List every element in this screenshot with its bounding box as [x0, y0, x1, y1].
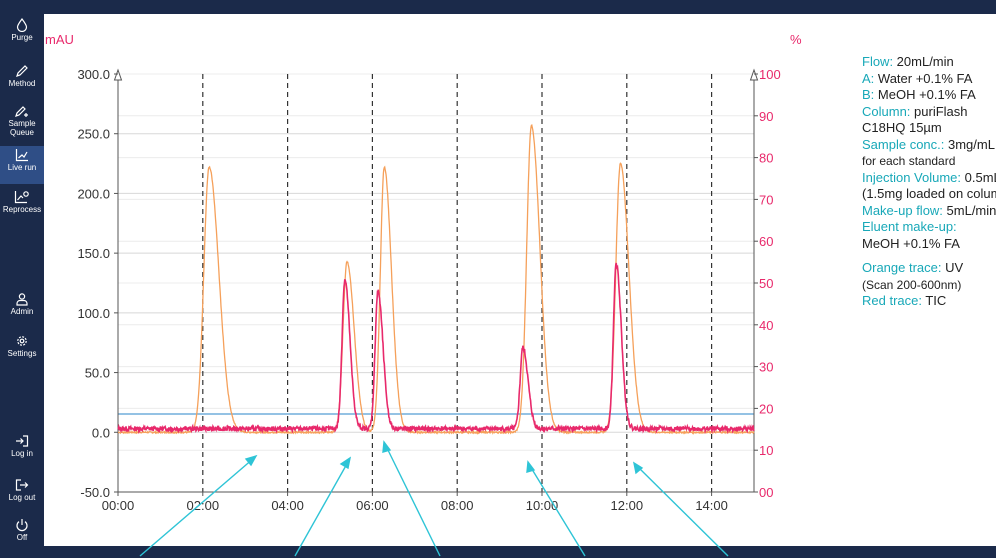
y-left-tick-label: 0.0	[92, 425, 110, 440]
y-right-tick-label: 80	[759, 151, 773, 166]
sample-value: 3mg/mL	[944, 136, 995, 152]
method-info: Flow: 20mL/min A: Water +0.1% FA B: MeOH…	[862, 54, 996, 310]
eluent-b-key: B:	[862, 87, 875, 102]
sidebar: Purge Method Sample Queue Live run Repro…	[0, 0, 44, 558]
x-tick-label: 00:00	[102, 498, 135, 513]
sidebar-item-live-run[interactable]: Live run	[0, 146, 44, 184]
y-right-tick-label: 70	[759, 192, 773, 207]
sidebar-item-label: Admin	[10, 307, 34, 316]
y-right-tick-label: 60	[759, 234, 773, 249]
y-right-tick-label: 40	[759, 318, 773, 333]
sidebar-item-label: Log in	[11, 449, 33, 458]
sidebar-item-sample-queue[interactable]: Sample Queue	[0, 104, 44, 144]
sidebar-item-method[interactable]: Method	[0, 64, 44, 94]
y-left-tick-label: 200.0	[77, 186, 110, 201]
y-right-tick-labels: 00 10 20 30 40 50 60 70 80 90 100	[754, 67, 781, 500]
uv-trace	[117, 124, 755, 435]
pencil-plus-icon	[15, 106, 28, 117]
sidebar-item-label: Sample Queue	[8, 119, 36, 137]
sidebar-item-label: Settings	[7, 349, 37, 358]
x-tick-label: 02:00	[187, 498, 220, 513]
y-right-axis-label: %	[790, 32, 802, 47]
column-value: puriFlash	[910, 103, 968, 119]
sidebar-item-label: Log out	[8, 493, 36, 502]
injection-value: 0.5mL	[964, 169, 996, 185]
reprocess-chart-icon	[14, 191, 29, 204]
red-trace-key: Red trace:	[862, 293, 922, 308]
sidebar-item-label: Method	[8, 79, 36, 88]
x-tick-label: 14:00	[695, 498, 728, 513]
pencil-icon	[16, 65, 28, 77]
x-tick-labels: 00:00 02:00 04:00 06:00 08:00 10:00 12:00 14:00	[102, 492, 728, 513]
y-right-tick-label: 00	[759, 485, 773, 500]
makeup-flow-value: 5mL/min	[942, 202, 996, 218]
user-icon	[16, 293, 28, 306]
x-tick-label: 10:00	[526, 498, 559, 513]
sidebar-item-reprocess[interactable]: Reprocess	[0, 190, 44, 220]
power-icon	[16, 519, 28, 532]
y-left-tick-label: 100.0	[77, 306, 110, 321]
sidebar-item-off[interactable]: Off	[0, 518, 44, 548]
y-left-tick-labels: -50.0 0.0 50.0 100.0 150.0 200.0 250.0 300.0	[77, 67, 118, 500]
y-right-axis-arrow	[749, 68, 759, 81]
eluent-a-key: A:	[862, 70, 875, 86]
eluent-a-value: Water +0.1% FA	[874, 70, 973, 86]
column-value-line2: C18HQ 15µm	[862, 120, 942, 135]
x-tick-label: 04:00	[271, 498, 304, 513]
login-icon	[16, 435, 29, 447]
sidebar-item-label: Live run	[7, 163, 37, 172]
sidebar-item-label: Off	[16, 533, 28, 542]
sidebar-item-log-out[interactable]: Log out	[0, 478, 44, 508]
y-left-tick-label: 250.0	[77, 127, 110, 142]
y-right-tick-label: 30	[759, 360, 773, 375]
y-right-tick-label: 90	[759, 109, 773, 124]
injection-value-line2: (1.5mg loaded on column)	[862, 186, 996, 201]
sidebar-item-label: Purge	[11, 33, 33, 42]
flow-key: Flow:	[862, 54, 894, 69]
eluent-makeup-value: MeOH +0.1% FA	[862, 235, 960, 251]
injection-key: Injection Volume:	[862, 169, 962, 185]
flow-value: 20mL/min	[893, 54, 954, 69]
orange-trace-value: UV	[941, 260, 964, 275]
y-right-tick-label: 10	[759, 443, 773, 458]
drop-icon	[16, 18, 28, 32]
y-left-axis-arrow	[113, 68, 123, 81]
y-right-tick-label: 20	[759, 401, 773, 416]
y-right-tick-label: 100	[759, 67, 781, 82]
sidebar-item-admin[interactable]: Admin	[0, 292, 44, 322]
y-left-tick-label: 150.0	[77, 246, 110, 261]
orange-trace-key: Orange trace:	[862, 260, 942, 275]
sidebar-item-label: Reprocess	[2, 205, 42, 214]
x-tick-label: 12:00	[611, 498, 644, 513]
y-right-tick-label: 50	[759, 276, 773, 291]
logout-icon	[15, 479, 29, 491]
makeup-flow-key: Make-up flow:	[862, 202, 943, 218]
y-left-tick-label: 50.0	[85, 366, 110, 381]
x-tick-label: 08:00	[441, 498, 474, 513]
chart-grid	[118, 73, 754, 493]
gear-icon	[17, 336, 27, 346]
y-left-tick-label: 300.0	[77, 67, 110, 82]
chart-panel: 00:00 02:00 04:00 06:00 08:00 10:00 12:00 14:00…	[44, 14, 996, 546]
column-key: Column:	[862, 103, 911, 119]
bottom-bar	[0, 546, 996, 558]
eluent-makeup-key: Eluent make-up:	[862, 219, 957, 234]
y-left-tick-label: -50.0	[80, 485, 110, 500]
sidebar-item-purge[interactable]: Purge	[0, 18, 44, 48]
red-trace-value: TIC	[921, 293, 947, 308]
tic-trace	[117, 262, 755, 435]
x-tick-label: 06:00	[356, 498, 389, 513]
live-chart-icon	[15, 149, 28, 162]
chromatogram-chart: 00:00 02:00 04:00 06:00 08:00 10:00 12:00 14:00…	[45, 32, 802, 513]
eluent-b-value: MeOH +0.1% FA	[874, 87, 976, 102]
sample-key: Sample conc.:	[862, 136, 945, 152]
orange-trace-value-line2: (Scan 200-600nm)	[862, 277, 962, 292]
sample-value-line2: for each standard	[862, 154, 956, 168]
sidebar-item-log-in[interactable]: Log in	[0, 434, 44, 464]
y-left-axis-label: mAU	[45, 32, 74, 47]
sidebar-item-settings[interactable]: Settings	[0, 334, 44, 364]
